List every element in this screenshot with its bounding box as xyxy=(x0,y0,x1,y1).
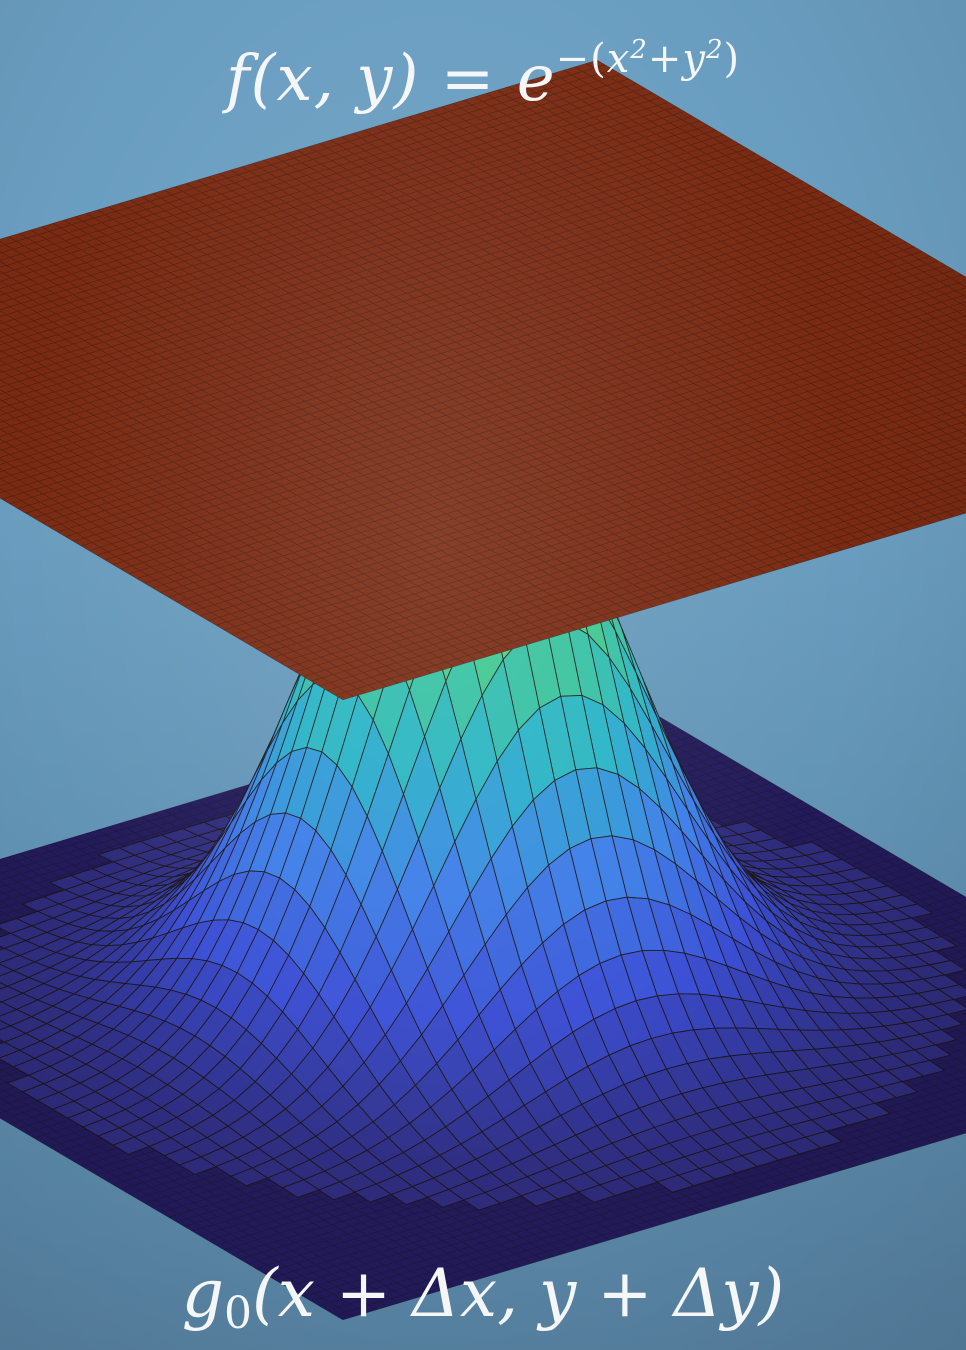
exponent-close: ) xyxy=(723,36,741,82)
exponent-x: x xyxy=(606,36,631,82)
exponent-open: −( xyxy=(555,36,607,82)
surface-patch xyxy=(520,1187,559,1207)
bottom-args: (x + Δx, y + Δy) xyxy=(251,1255,785,1332)
bottom-subscript: 0 xyxy=(223,1288,252,1339)
equation-lhs: f(x, y) xyxy=(225,42,420,116)
surface-patch xyxy=(577,1184,616,1203)
exp-exponent: −(x2+y2) xyxy=(556,36,741,82)
surface-patch xyxy=(656,1174,695,1193)
equation-equals: = xyxy=(440,42,496,116)
surface-patch xyxy=(462,1191,502,1211)
bottom-func: g xyxy=(181,1255,224,1332)
bottom-equation: g0(x + Δx, y + Δy) xyxy=(0,1255,966,1336)
exp-base: e xyxy=(516,42,556,116)
top-plane-mesh xyxy=(0,59,966,701)
y-power: 2 xyxy=(705,35,724,65)
top-plane-fill xyxy=(0,60,966,700)
exponent-plus: + xyxy=(647,36,683,82)
x-power: 2 xyxy=(630,35,648,65)
top-equation: f(x, y) = e−(x2+y2) xyxy=(0,37,966,116)
exponent-y: y xyxy=(682,36,706,82)
top-plane xyxy=(0,59,966,701)
